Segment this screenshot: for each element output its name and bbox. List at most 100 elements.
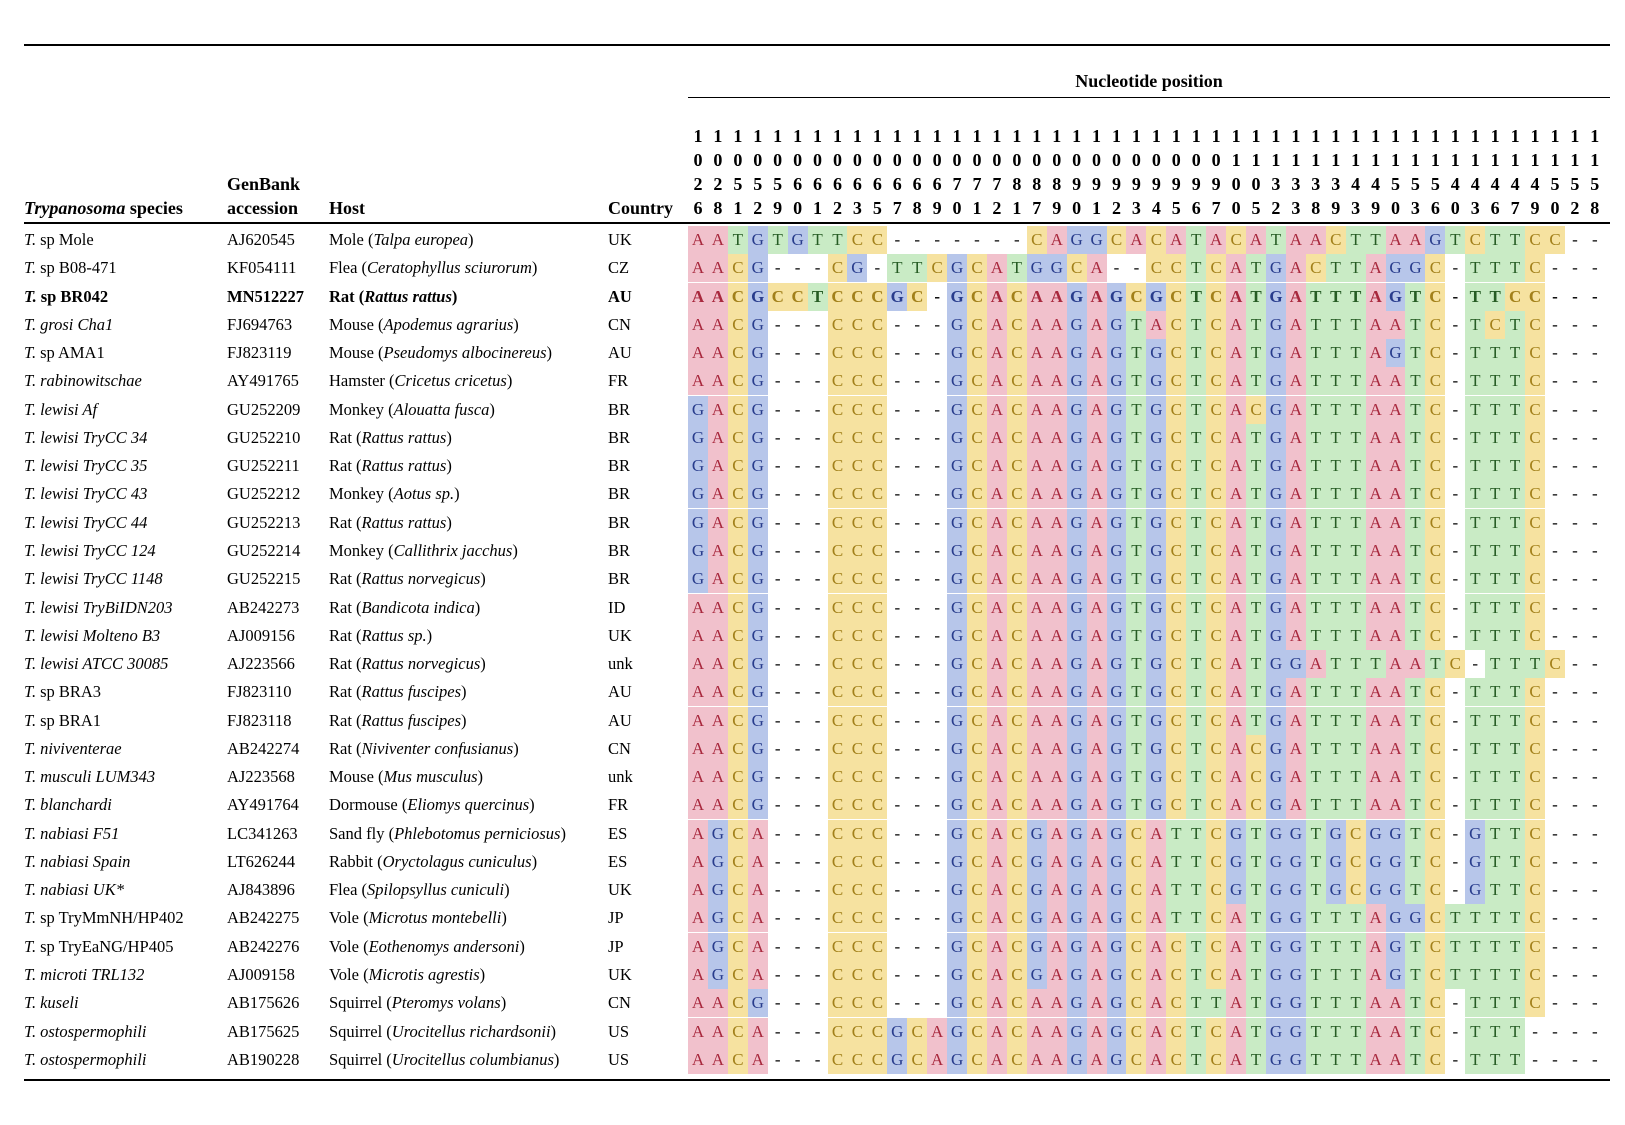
species-header-rest: species <box>125 198 183 218</box>
host-paren-open: ( <box>357 258 368 278</box>
nucleotide-cell: T <box>1246 961 1267 990</box>
nucleotide-cell: C <box>727 819 748 848</box>
species-genus: T. <box>24 456 37 476</box>
nucleotide-cell: T <box>1485 791 1506 820</box>
nucleotide-cell: A <box>986 1045 1007 1074</box>
nucleotide-cell: A <box>707 593 728 622</box>
nucleotide-cell: - <box>1544 565 1565 594</box>
host-paren-close: ) <box>461 710 467 730</box>
nucleotide-cell: G <box>947 536 968 565</box>
nucleotide-cell: - <box>787 734 808 763</box>
nucleotide-cell: - <box>787 339 808 368</box>
country-cell: BR <box>608 540 631 560</box>
nucleotide-cell: T <box>1465 593 1486 622</box>
accession-cell: AB175625 <box>227 1021 300 1041</box>
nucleotide-cell: G <box>1465 876 1486 905</box>
nucleotide-cell: - <box>807 932 828 961</box>
country-cell: BR <box>608 484 631 504</box>
nucleotide-cell: A <box>1086 310 1107 339</box>
nucleotide-cell: C <box>827 282 848 311</box>
nucleotide-cell: G <box>1146 536 1167 565</box>
nucleotide-cell: C <box>1006 989 1027 1018</box>
nucleotide-cell: - <box>767 932 788 961</box>
nucleotide-cell: C <box>967 536 988 565</box>
nucleotide-cell: C <box>727 508 748 537</box>
nucleotide-cell: C <box>1525 678 1546 707</box>
nucleotide-cell: - <box>807 847 828 876</box>
nucleotide-cell: A <box>1226 621 1247 650</box>
nucleotide-cell: A <box>1046 452 1067 481</box>
host-cell: Mole (Talpa europea) <box>329 226 474 254</box>
host-paren-close: ) <box>468 230 474 249</box>
nucleotide-cell: C <box>1206 254 1227 283</box>
nucleotide-cell: A <box>1385 480 1406 509</box>
nucleotide-cell: - <box>1544 480 1565 509</box>
nucleotide-cell: C <box>1206 1045 1227 1074</box>
nucleotide-cell: T <box>1186 1017 1207 1046</box>
nucleotide-cell: - <box>807 763 828 792</box>
nucleotide-cell: T <box>1345 226 1366 254</box>
nucleotide-cell: C <box>1166 395 1187 424</box>
nucleotide-cell: G <box>747 452 768 481</box>
nucleotide-cell: C <box>1525 508 1546 537</box>
nucleotide-cell: - <box>927 706 948 735</box>
nucleotide-cell: G <box>1146 565 1167 594</box>
nucleotide-cell: A <box>1405 650 1426 679</box>
country-cell: AU <box>608 286 632 306</box>
nucleotide-cell: A <box>1046 226 1067 254</box>
nucleotide-cell: T <box>1186 536 1207 565</box>
species-genus: T. <box>24 484 37 504</box>
nucleotide-cell: G <box>1265 989 1286 1018</box>
host-latin-name: Apodemus agrarius <box>383 314 514 334</box>
nucleotide-cell: A <box>1365 1017 1386 1046</box>
nucleotide-cell: - <box>807 508 828 537</box>
nucleotide-cell: C <box>967 565 988 594</box>
nucleotide-cell: T <box>1246 819 1267 848</box>
nucleotide-cell: C <box>867 904 888 933</box>
nucleotide-cell: C <box>727 904 748 933</box>
nucleotide-cell: T <box>1186 621 1207 650</box>
nucleotide-cell: C <box>967 621 988 650</box>
species-genus: T. <box>24 343 37 363</box>
nucleotide-cell: A <box>1365 423 1386 452</box>
species-genus: T. <box>24 286 37 306</box>
nucleotide-cell: C <box>1246 763 1267 792</box>
nucleotide-cell: T <box>1325 734 1346 763</box>
nucleotide-cell: G <box>1106 819 1127 848</box>
nucleotide-cell: C <box>1006 1045 1027 1074</box>
nucleotide-cell: T <box>1186 310 1207 339</box>
nucleotide-cell: T <box>1305 791 1326 820</box>
nucleotide-cell: A <box>1026 536 1047 565</box>
table-row: T. sp B08-471 KF054111 Flea (Ceratophyllus … <box>0 254 1625 283</box>
nucleotide-cell: - <box>807 310 828 339</box>
nucleotide-cell: A <box>1046 706 1067 735</box>
nucleotide-cell: A <box>1166 226 1187 254</box>
nucleotide-cell: G <box>1066 339 1087 368</box>
nucleotide-cell: - <box>1544 847 1565 876</box>
nucleotide-cell: A <box>1285 452 1306 481</box>
host-cell: Vole (Microtis agrestis) <box>329 961 485 989</box>
nucleotide-cell: C <box>1166 1017 1187 1046</box>
species-cell: T. lewisi Af <box>24 396 97 424</box>
nucleotide-cell: C <box>727 282 748 311</box>
nucleotide-cell: T <box>1485 734 1506 763</box>
table-row: T. lewisi TryCC 44 GU252213 Rat (Rattus rat… <box>0 508 1625 537</box>
nucleotide-cell: C <box>1525 254 1546 283</box>
nucleotide-cell: A <box>1226 282 1247 311</box>
nucleotide-cell: G <box>707 876 728 905</box>
nucleotide-cell: T <box>1465 282 1486 311</box>
nucleotide-cell: - <box>807 791 828 820</box>
nucleotide-cell: A <box>1385 1045 1406 1074</box>
host-latin-name: Urocitellus columbianus <box>391 1049 554 1069</box>
nucleotide-cell: T <box>1345 706 1366 735</box>
host-paren-open: ( <box>384 823 395 843</box>
species-name: lewisi TryCC 35 <box>40 456 148 476</box>
nucleotide-cell: A <box>1385 791 1406 820</box>
nucleotide-cell: C <box>1425 452 1446 481</box>
nucleotide-cell: - <box>927 819 948 848</box>
nucleotide-cell: - <box>927 763 948 792</box>
host-common-name: Mouse <box>329 343 374 363</box>
nucleotide-cell: - <box>907 226 928 254</box>
